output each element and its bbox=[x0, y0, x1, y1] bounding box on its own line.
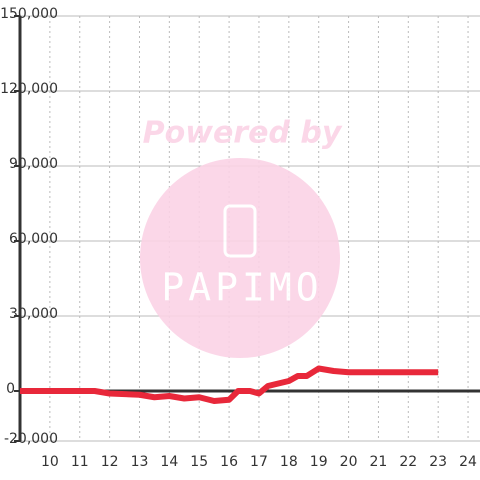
x-tick-label: 24 bbox=[459, 454, 477, 470]
x-tick-label: 11 bbox=[71, 454, 89, 470]
x-tick-label: 20 bbox=[340, 454, 358, 470]
y-tick-label: -20,000 bbox=[4, 431, 58, 447]
x-tick-label: 14 bbox=[160, 454, 178, 470]
y-tick-label: 120,000 bbox=[0, 81, 58, 97]
watermark-title: Powered by bbox=[143, 116, 343, 151]
y-tick-label: 30,000 bbox=[9, 306, 58, 322]
watermark-brand: PAPIMO bbox=[161, 266, 322, 310]
data-line bbox=[20, 365, 439, 404]
x-tick-label: 18 bbox=[280, 454, 298, 470]
y-tick-label: 0 bbox=[6, 381, 15, 397]
x-tick-label: 19 bbox=[310, 454, 328, 470]
x-tick-label: 15 bbox=[190, 454, 208, 470]
x-tick-label: 22 bbox=[399, 454, 417, 470]
watermark: Powered by PAPIMO bbox=[140, 116, 343, 358]
x-tick-label: 13 bbox=[131, 454, 149, 470]
x-tick-label: 10 bbox=[41, 454, 59, 470]
x-tick-label: 17 bbox=[250, 454, 268, 470]
x-tick-label: 23 bbox=[429, 454, 447, 470]
watermark-circle bbox=[140, 158, 340, 358]
y-tick-label: 150,000 bbox=[0, 6, 58, 22]
y-tick-label: 60,000 bbox=[9, 231, 58, 247]
x-tick-label: 21 bbox=[370, 454, 388, 470]
x-tick-label: 12 bbox=[101, 454, 119, 470]
x-tick-label: 16 bbox=[220, 454, 238, 470]
watermark-icon bbox=[223, 204, 257, 258]
y-tick-label: 90,000 bbox=[9, 156, 58, 172]
